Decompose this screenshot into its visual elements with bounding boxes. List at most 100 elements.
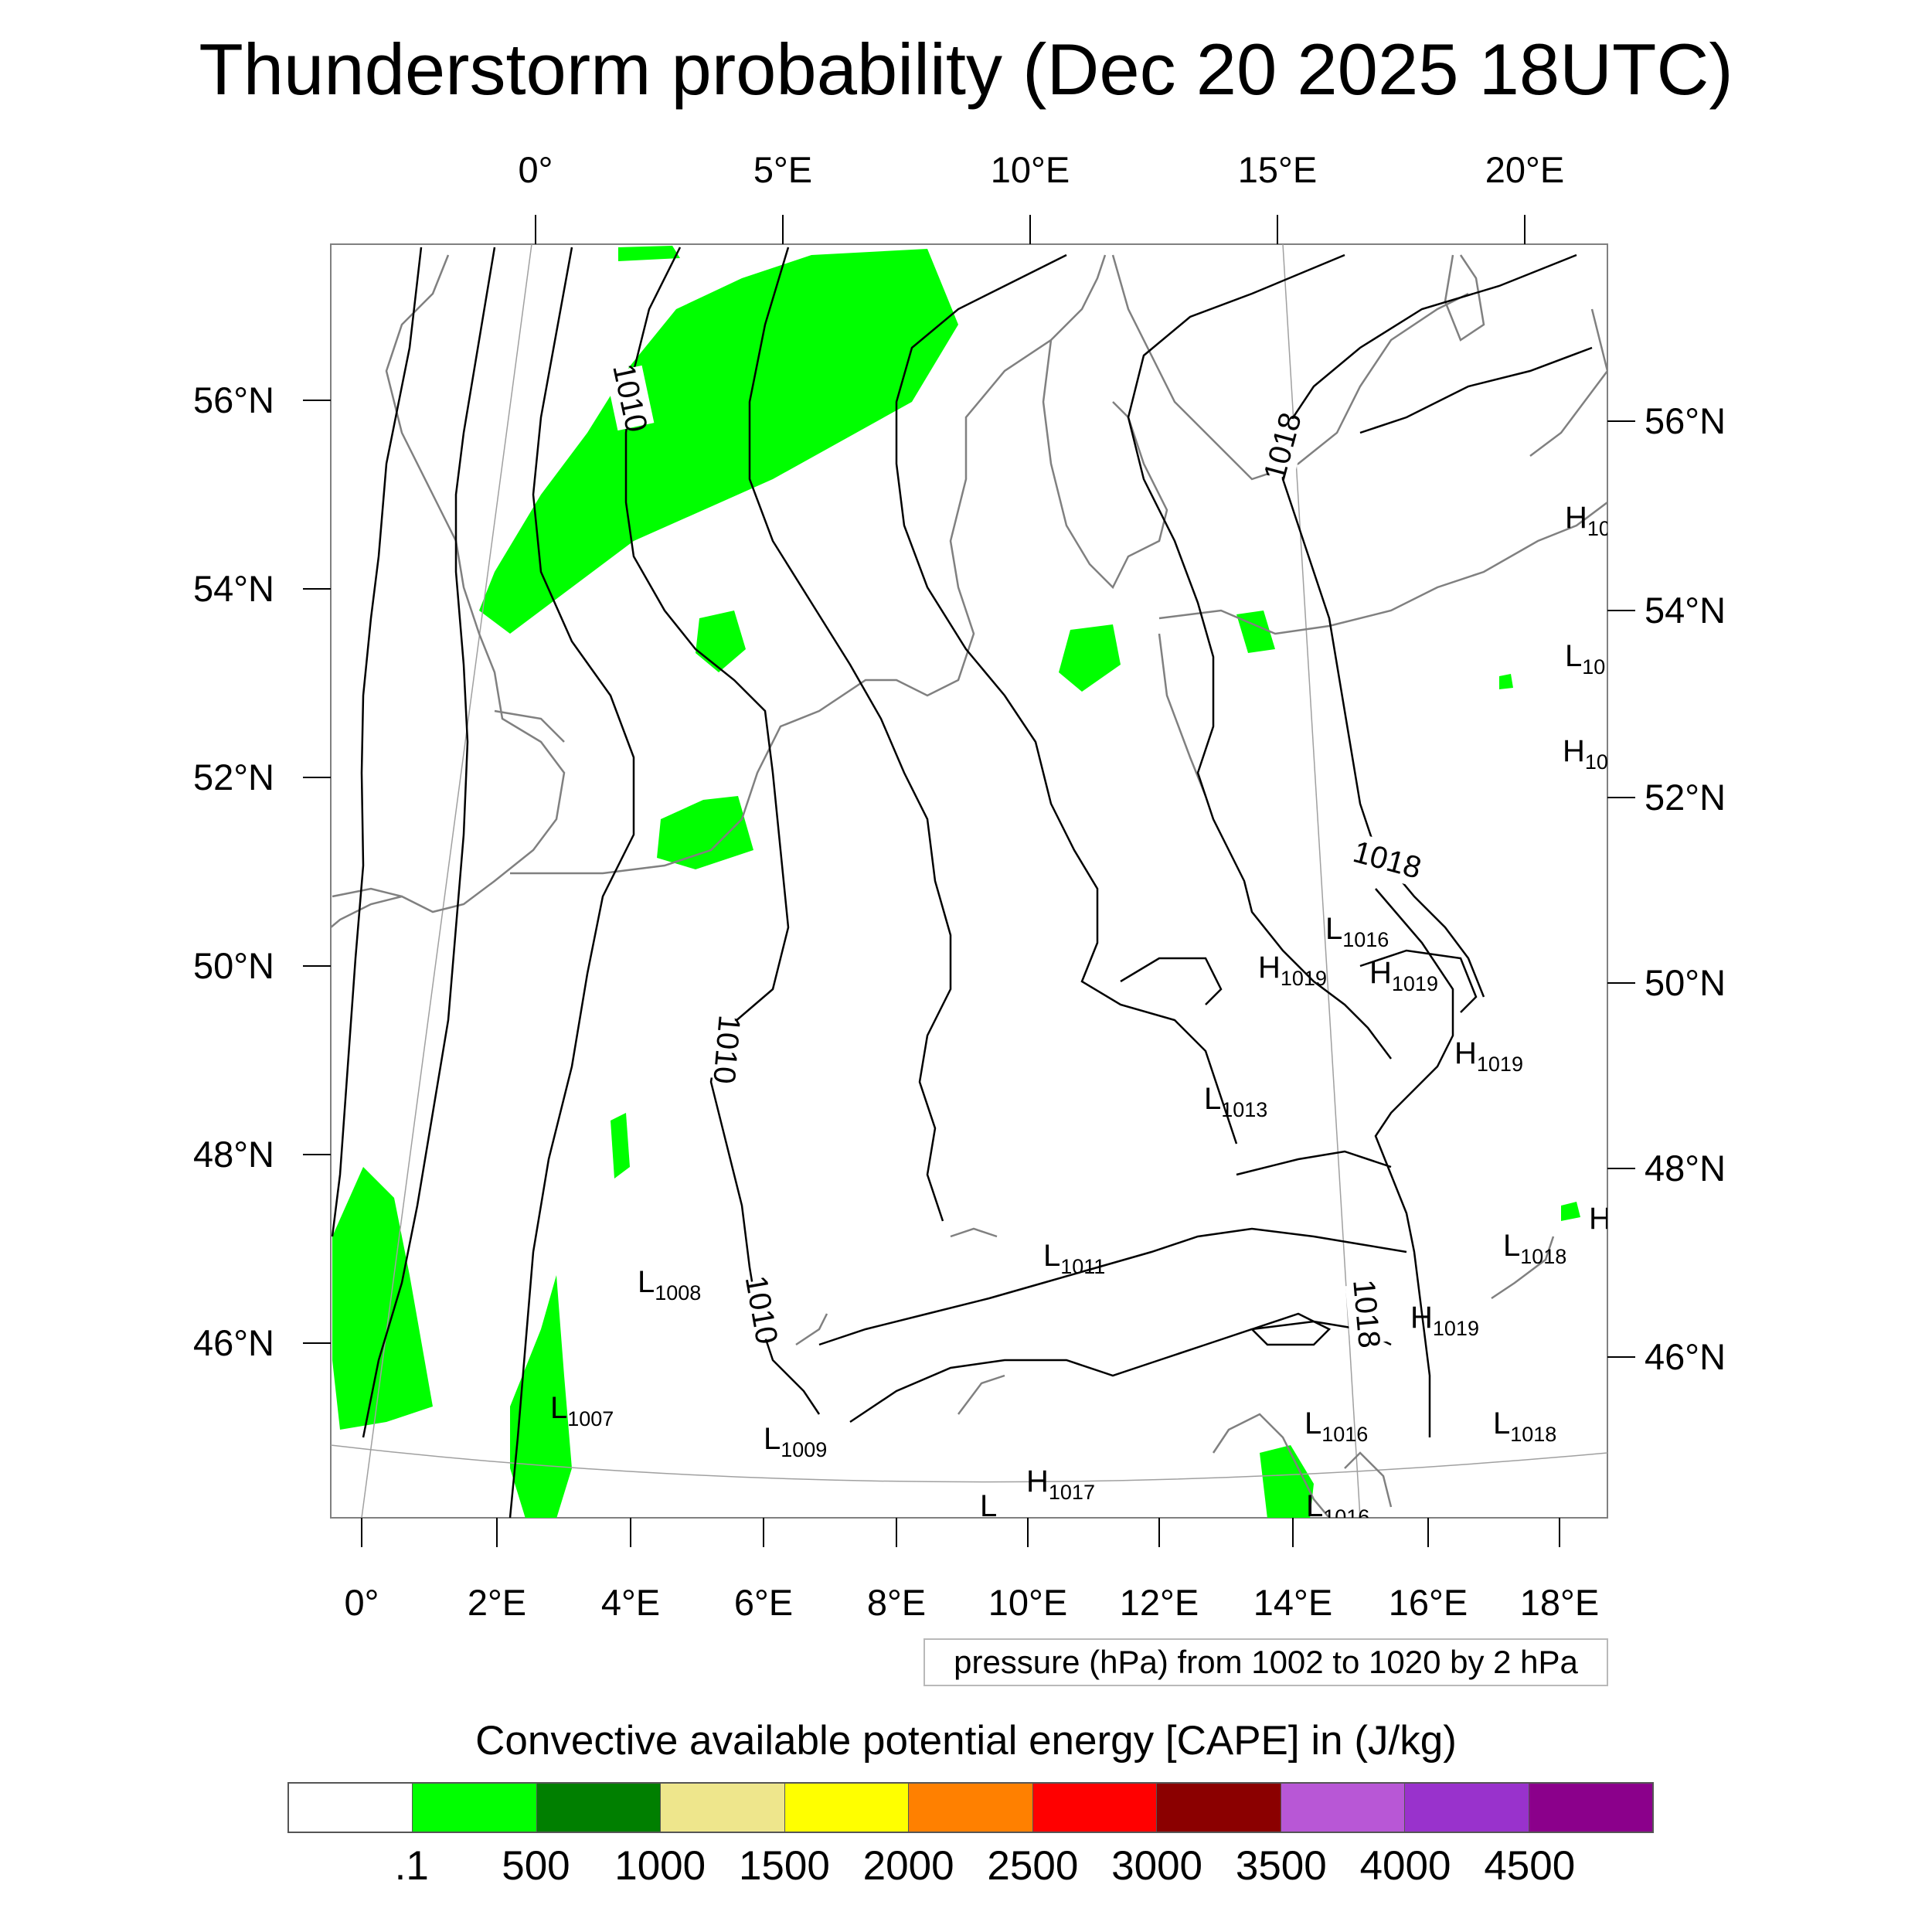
isobar xyxy=(748,247,952,1222)
colorbar-label: 1000 xyxy=(614,1843,706,1889)
map-plot-area: 1010 1010 1010 1018 1018 1018 H10L10H10L… xyxy=(331,244,1611,1529)
pressure-center-value: 1018 xyxy=(1520,1245,1566,1268)
pressure-center-letter: L xyxy=(638,1265,655,1299)
pressure-center-letter: L xyxy=(764,1422,781,1456)
low-pressure-marker: L1009 xyxy=(764,1422,827,1461)
pressure-center-value: 1007 xyxy=(567,1407,614,1430)
colorbar-label: 3000 xyxy=(1111,1843,1203,1889)
isobars xyxy=(331,247,1593,1518)
high-pressure-marker: H1019 xyxy=(1369,956,1438,995)
lat-tick-label: 50°N xyxy=(1645,962,1726,1003)
isobar-label: 1010 xyxy=(706,1014,747,1085)
colorbar-label: 1500 xyxy=(738,1843,830,1889)
lon-tick-label: 20°E xyxy=(1485,149,1564,190)
pressure-center-value: 1009 xyxy=(781,1438,827,1461)
pressure-center-letter: L xyxy=(1503,1229,1520,1263)
lon-tick-label: 8°E xyxy=(867,1582,926,1623)
pressure-center-letter: L xyxy=(1565,639,1582,673)
lon-tick-label: 5°E xyxy=(753,149,812,190)
low-pressure-marker: L xyxy=(980,1489,997,1523)
lat-tick-label: 52°N xyxy=(1645,777,1726,818)
lon-tick-label: 15°E xyxy=(1238,149,1317,190)
low-pressure-marker: L1008 xyxy=(638,1265,701,1304)
cape-region-east-england xyxy=(696,611,746,672)
colorbar-label: 4500 xyxy=(1484,1843,1576,1889)
colorbar-label: 2000 xyxy=(862,1843,954,1889)
lat-tick-label: 54°N xyxy=(193,568,274,609)
high-pressure-marker: H1019 xyxy=(1410,1301,1479,1340)
cape-region-west xyxy=(332,1167,433,1430)
lon-tick-label: 0° xyxy=(345,1582,379,1623)
pressure-center-letter: L xyxy=(1493,1406,1510,1440)
pressure-center-value: 10 xyxy=(1582,655,1605,679)
pressure-center-letter: H xyxy=(1563,734,1585,768)
colorbar-label: 4000 xyxy=(1359,1843,1451,1889)
lat-tick-label: 52°N xyxy=(193,757,274,798)
low-pressure-marker: L1007 xyxy=(550,1391,614,1430)
low-pressure-marker: L1018 xyxy=(1493,1406,1556,1446)
pressure-center-value: 1016 xyxy=(1342,928,1389,951)
colorbar-box xyxy=(784,1784,910,1832)
isobar xyxy=(1374,888,1454,1437)
pressure-center-value: 1019 xyxy=(1433,1317,1479,1340)
low-pressure-marker: L1016 xyxy=(1325,912,1389,951)
low-pressure-marker: L1016 xyxy=(1306,1489,1369,1529)
lon-tick-label: 2°E xyxy=(468,1582,526,1623)
colorbar-label: .1 xyxy=(394,1843,429,1889)
pressure-note: pressure (hPa) from 1002 to 1020 by 2 hP… xyxy=(923,1638,1608,1686)
lat-tick-label: 50°N xyxy=(193,945,274,986)
pressure-center-letter: L xyxy=(550,1391,567,1425)
colorbar xyxy=(287,1782,1654,1833)
isobar xyxy=(331,247,423,1237)
lon-tick-label: 14°E xyxy=(1253,1582,1332,1623)
pressure-center-letter: L xyxy=(1204,1082,1221,1116)
tick-marks xyxy=(303,215,1635,1547)
lon-tick-label: 4°E xyxy=(601,1582,660,1623)
pressure-center-value: 1011 xyxy=(1060,1255,1105,1278)
high-pressure-marker: H10 xyxy=(1565,501,1611,540)
colorbar-box xyxy=(536,1784,662,1832)
colorbar-label: 500 xyxy=(502,1843,570,1889)
isobar xyxy=(1236,1150,1392,1176)
lat-tick-label: 56°N xyxy=(193,379,274,420)
high-pressure-marker: H1019 xyxy=(1258,951,1327,990)
pressure-center-letter: H xyxy=(1026,1464,1049,1498)
pressure-center-value: 1019 xyxy=(1392,972,1438,995)
lat-tick-label: 48°N xyxy=(1645,1148,1726,1189)
pressure-center-letter: H xyxy=(1589,1202,1611,1236)
colorbar-box xyxy=(661,1784,785,1832)
cape-region-france xyxy=(611,1113,630,1179)
high-pressure-marker: H10 xyxy=(1563,734,1608,774)
pressure-center-value: 1013 xyxy=(1221,1098,1267,1121)
isobar xyxy=(1127,253,1392,1060)
isobar xyxy=(1250,1312,1332,1346)
isobar-label: 1018 xyxy=(1346,1278,1386,1349)
bottom-lon-labels: 0° 2°E 4°E 6°E 8°E 10°E 12°E 14°E 16°E 1… xyxy=(345,1582,1600,1623)
cape-region-south xyxy=(510,1275,572,1518)
lon-tick-label: 12°E xyxy=(1120,1582,1199,1623)
page-title: Thunderstorm probability (Dec 20 2025 18… xyxy=(199,29,1733,110)
pressure-center-letter: H xyxy=(1258,951,1281,985)
lon-tick-label: 6°E xyxy=(734,1582,793,1623)
isobar xyxy=(1359,949,1478,1013)
pressure-center-letter: L xyxy=(1043,1239,1060,1273)
pressure-center-value: 1016 xyxy=(1323,1505,1369,1529)
lat-tick-label: 54°N xyxy=(1645,590,1726,631)
colorbar-box xyxy=(1032,1784,1158,1832)
isobar xyxy=(1359,346,1593,434)
cape-region-adriatic xyxy=(1260,1445,1314,1518)
cape-region-north-sea xyxy=(479,249,958,634)
top-lon-labels: 0° 5°E 10°E 15°E 20°E xyxy=(519,149,1565,190)
isobar xyxy=(818,1227,1407,1346)
pressure-center-letter: H xyxy=(1410,1301,1433,1335)
isobar xyxy=(509,247,635,1518)
colorbar-box xyxy=(1405,1784,1529,1832)
high-pressure-marker: H xyxy=(1589,1202,1611,1236)
pressure-center-letter: H xyxy=(1369,956,1392,990)
colorbar-box xyxy=(909,1784,1033,1832)
cape-shading xyxy=(332,246,1580,1518)
pressure-center-letter: L xyxy=(1306,1489,1323,1523)
pressure-center-value: 1019 xyxy=(1477,1053,1523,1076)
colorbar-title: Convective available potential energy [C… xyxy=(475,1718,1457,1764)
pressure-center-letter: L xyxy=(1304,1406,1321,1440)
